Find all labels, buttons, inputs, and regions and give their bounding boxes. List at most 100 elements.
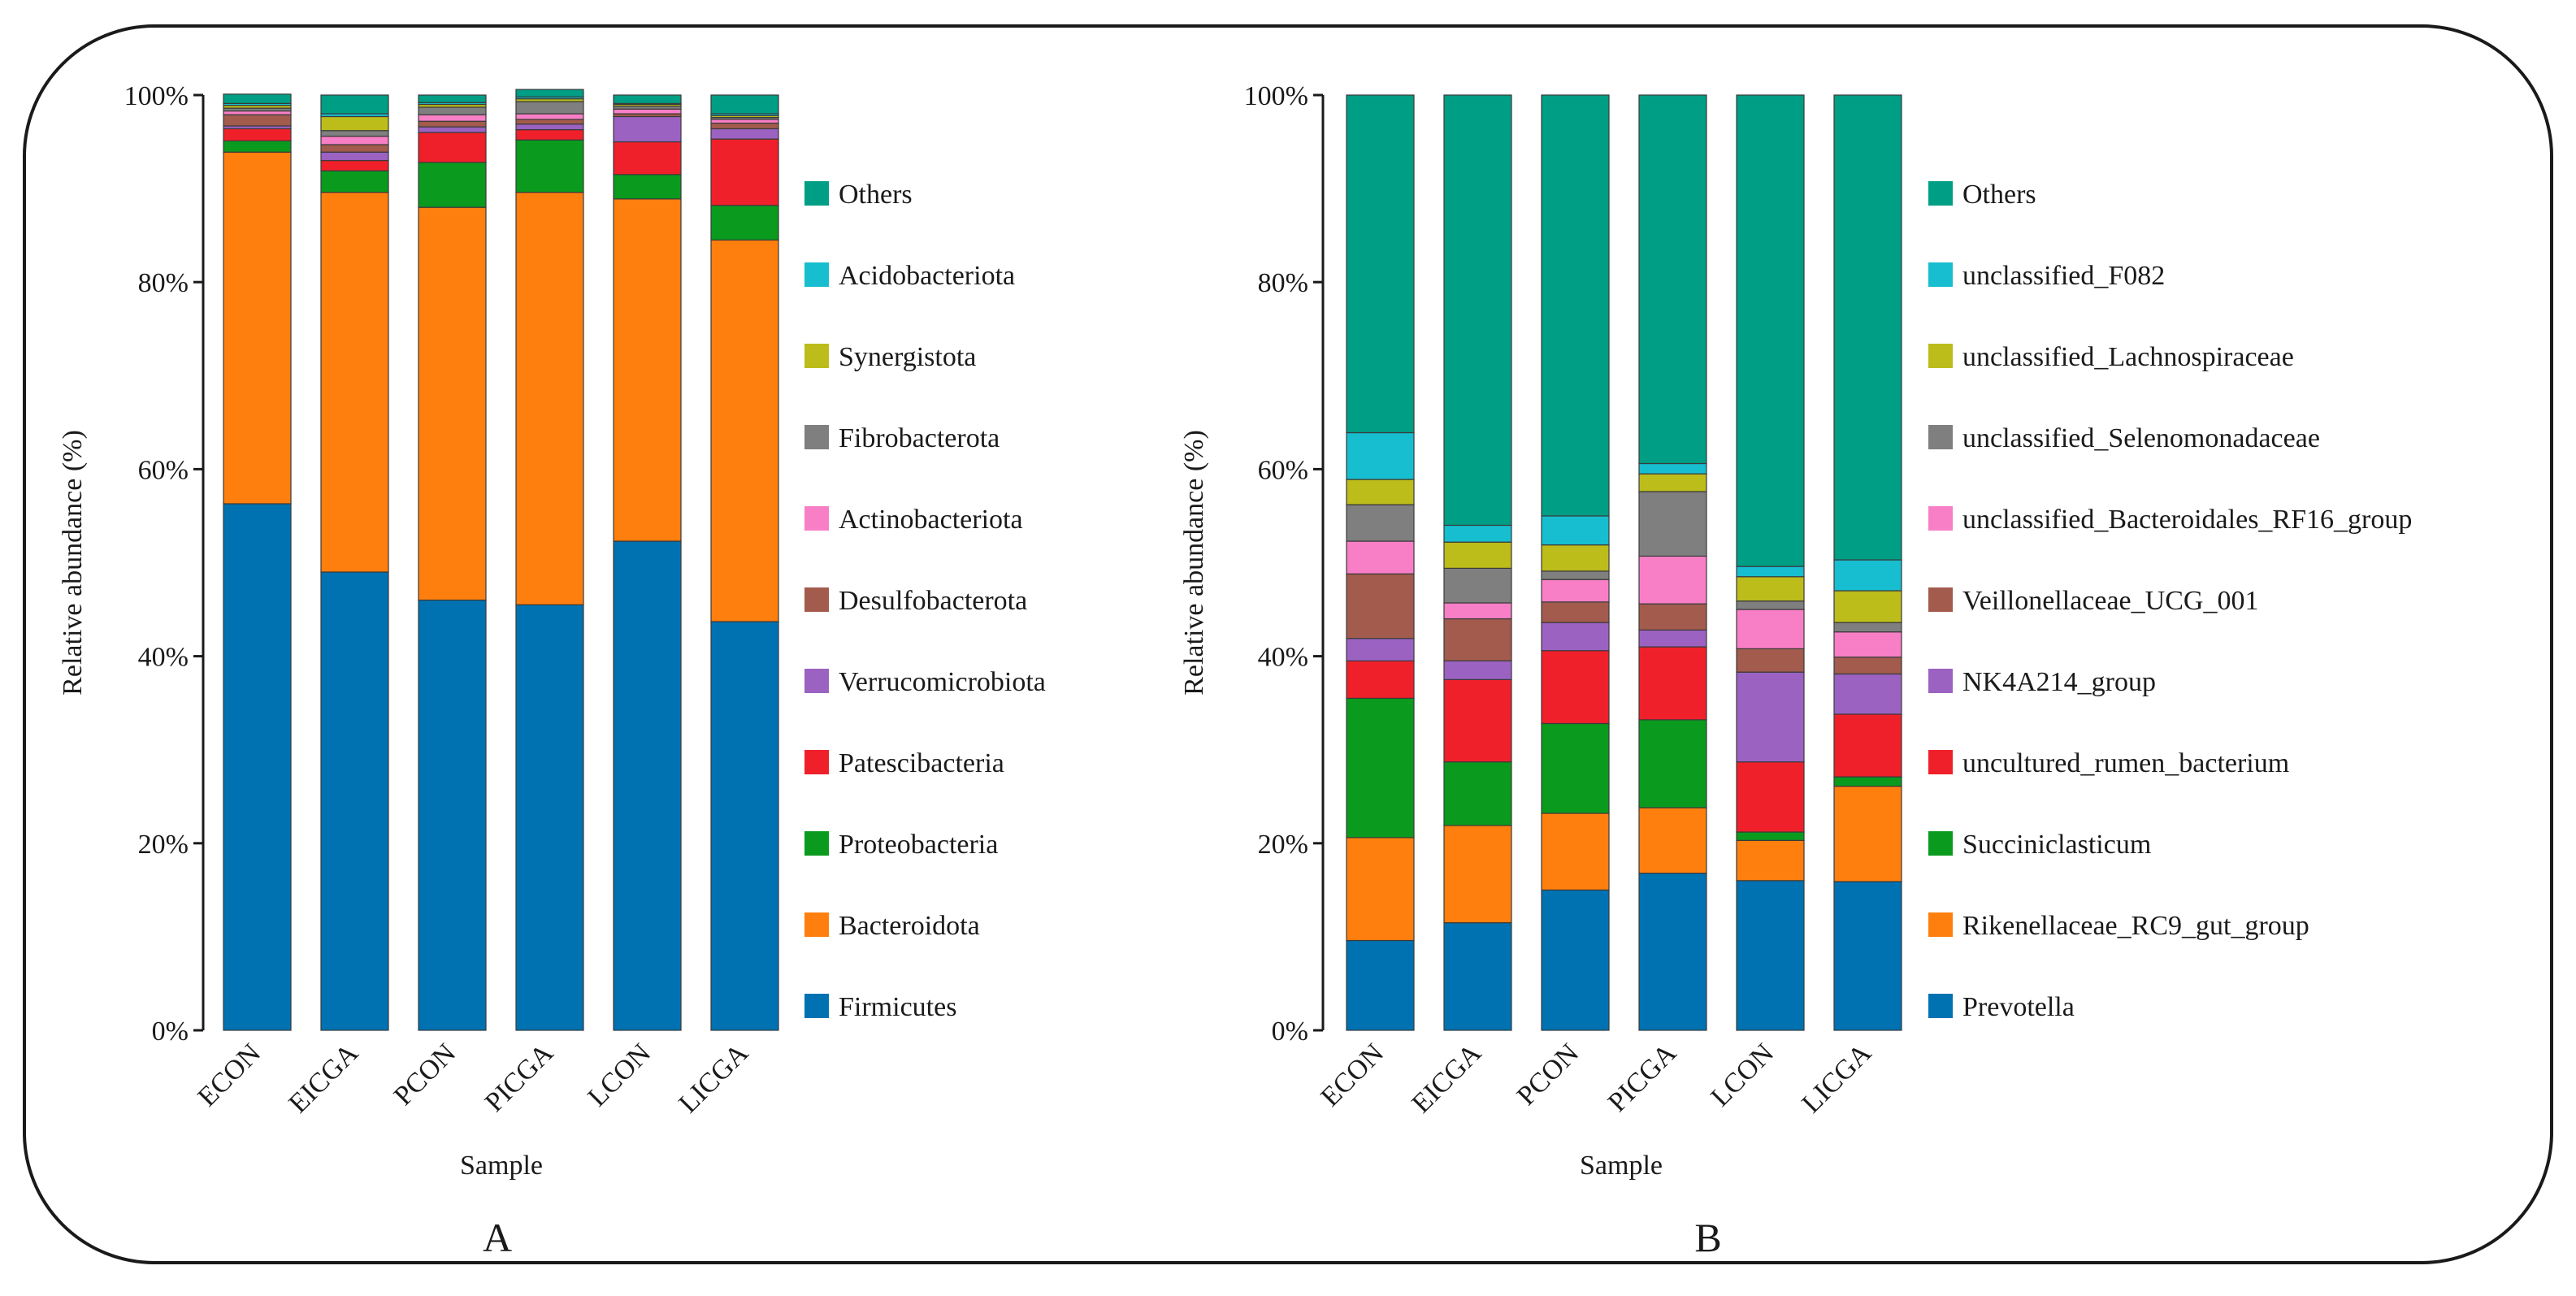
bar-segment-licga-3: [1833, 713, 1902, 778]
legend-swatch: [1928, 181, 1953, 206]
legend-swatch: [804, 262, 829, 287]
bar-segment-licga-8: [1833, 590, 1902, 623]
bar-segment-pcon-1: [1541, 813, 1610, 891]
legend-label: Patescibacteria: [839, 748, 1004, 778]
bar-segment-pcon-7: [418, 106, 487, 115]
bar-segment-licga-4: [710, 128, 779, 140]
bar-segment-picga-3: [1638, 646, 1707, 721]
bar-segment-lcon-9: [1736, 566, 1805, 578]
legend-label: Others: [839, 180, 913, 210]
legend-swatch: [804, 912, 829, 937]
bar-segment-pcon-6: [1541, 579, 1610, 603]
bar-segment-eicga-10: [1443, 94, 1512, 527]
bar-segment-lcon-0: [613, 540, 682, 1031]
bar-segment-picga-1: [1638, 807, 1707, 874]
bar-segment-lcon-8: [1736, 576, 1805, 602]
bar-segment-eicga-5: [320, 144, 389, 153]
y-tick-label: 40%: [138, 643, 189, 673]
bar-segment-lcon-4: [1736, 671, 1805, 763]
bar-segment-licga-9: [1833, 559, 1902, 592]
legend-label: Desulfobacterota: [839, 586, 1027, 616]
legend-swatch: [1928, 831, 1953, 856]
bar-segment-lcon-6: [1736, 609, 1805, 649]
bar-segment-eicga-4: [320, 151, 389, 162]
legend-label: unclassified_Selenomonadaceae: [1962, 423, 2320, 453]
bar-segment-picga-7: [515, 101, 584, 115]
bar-segment-licga-3: [710, 138, 779, 206]
bar-segment-lcon-10: [613, 94, 682, 104]
legend-swatch: [804, 506, 829, 531]
bar-segment-picga-6: [1638, 555, 1707, 605]
bar-segment-picga-8: [1638, 473, 1707, 492]
bar-segment-picga-7: [1638, 491, 1707, 557]
legend-label: Bacteroidota: [839, 911, 980, 941]
y-tick-label: 100%: [124, 81, 189, 111]
bar-segment-licga-6: [1833, 631, 1902, 658]
bar-segment-picga-0: [1638, 873, 1707, 1031]
bar-segment-eicga-0: [1443, 922, 1512, 1031]
legend-label: unclassified_Lachnospiraceae: [1962, 342, 2294, 372]
bar-segment-licga-0: [1833, 881, 1902, 1031]
bar-segment-pcon-2: [418, 162, 487, 208]
legend-label: Proteobacteria: [839, 830, 998, 860]
bar-segment-econ-6: [223, 110, 292, 115]
legend-swatch: [1928, 344, 1953, 368]
legend-label: NK4A214_group: [1962, 667, 2156, 697]
bar-segment-econ-1: [1346, 837, 1415, 942]
bar-segment-pcon-4: [418, 126, 487, 133]
bar-segment-pcon-0: [1541, 889, 1610, 1031]
bar-segment-eicga-6: [320, 136, 389, 145]
bar-segment-eicga-6: [1443, 602, 1512, 620]
legend-label: unclassified_F082: [1962, 261, 2165, 291]
bar-segment-licga-4: [1833, 673, 1902, 715]
panel-b: 0%20%40%60%80%100%ECON EICGA PCON PICGA LCON…: [1179, 81, 2412, 1260]
bar-segment-lcon-6: [613, 108, 682, 115]
bar-segment-lcon-0: [1736, 880, 1805, 1031]
bar-segment-licga-10: [710, 94, 779, 115]
legend-label: Verrucomicrobiota: [839, 667, 1046, 697]
bar-segment-picga-2: [515, 139, 584, 193]
bar-segment-pcon-4: [1541, 622, 1610, 652]
panel-label: A: [483, 1215, 512, 1260]
bar-segment-lcon-2: [613, 174, 682, 200]
bar-segment-econ-5: [1346, 573, 1415, 639]
legend-swatch: [1928, 425, 1953, 449]
bar-segment-lcon-3: [613, 141, 682, 176]
legend-label: Actinobacteriota: [839, 505, 1023, 535]
bar-segment-econ-3: [223, 128, 292, 141]
bar-segment-pcon-1: [418, 206, 487, 601]
bar-segment-lcon-2: [1736, 831, 1805, 841]
legend-swatch: [1928, 506, 1953, 531]
bar-segment-eicga-1: [320, 192, 389, 573]
bar-segment-lcon-1: [613, 198, 682, 542]
bar-segment-pcon-3: [1541, 650, 1610, 725]
bar-segment-econ-3: [1346, 660, 1415, 699]
bar-segment-pcon-5: [1541, 601, 1610, 623]
legend-label: Others: [1962, 180, 2036, 210]
bar-segment-econ-2: [1346, 697, 1415, 839]
bar-segment-lcon-7: [1736, 600, 1805, 610]
bar-segment-pcon-5: [418, 120, 487, 128]
legend-swatch: [1928, 912, 1953, 937]
bar-segment-licga-6: [710, 119, 779, 124]
legend-label: unclassified_Bacteroidales_RF16_group: [1962, 505, 2412, 535]
bar-segment-econ-1: [223, 151, 292, 505]
bar-segment-eicga-7: [1443, 567, 1512, 604]
legend-swatch: [804, 344, 829, 368]
y-axis-title: Relative abundance (%): [1179, 430, 1209, 696]
legend-label: Succiniclasticum: [1962, 830, 2151, 860]
y-tick-label: 0%: [1272, 1016, 1308, 1047]
bar-segment-picga-5: [515, 119, 584, 125]
bar-segment-econ-4: [1346, 638, 1415, 661]
bar-segment-econ-2: [223, 140, 292, 153]
bar-segment-lcon-3: [1736, 761, 1805, 833]
bar-segment-eicga-2: [1443, 761, 1512, 826]
legend-swatch: [1928, 262, 1953, 287]
legend-swatch: [804, 994, 829, 1018]
bar-segment-pcon-9: [1541, 515, 1610, 546]
bar-segment-picga-9: [1638, 462, 1707, 475]
bar-segment-pcon-6: [418, 114, 487, 122]
bar-segment-pcon-10: [418, 94, 487, 103]
y-tick-label: 80%: [138, 268, 189, 298]
